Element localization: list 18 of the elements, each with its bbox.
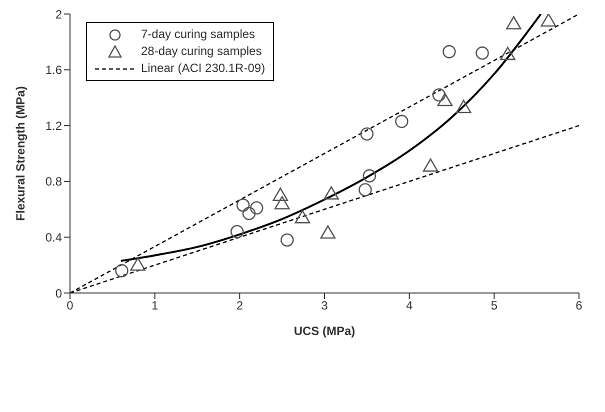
legend-label: 28-day curing samples xyxy=(141,43,262,60)
y-tick-label: 1.6 xyxy=(45,63,62,78)
x-tick-label: 1 xyxy=(151,298,158,313)
legend-label: Linear (ACI 230.1R-09) xyxy=(141,60,266,77)
y-tick-label: 2 xyxy=(55,7,62,22)
x-tick-label: 2 xyxy=(236,298,244,313)
x-axis-title: UCS (MPa) xyxy=(294,324,356,338)
x-tick-label: 6 xyxy=(576,298,583,313)
y-tick-label: 0 xyxy=(55,286,62,300)
y-axis-title: Flexural Strength (MPa) xyxy=(13,86,28,221)
x-tick-label: 4 xyxy=(406,298,413,313)
x-tick-label: 5 xyxy=(490,298,498,313)
y-tick-label: 0.8 xyxy=(45,174,62,189)
x-tick-label: 3 xyxy=(321,298,328,313)
x-tick-label: 0 xyxy=(66,298,74,313)
y-tick-label: 0.4 xyxy=(45,230,62,244)
y-tick-label: 1.2 xyxy=(45,118,62,133)
legend-label: 7-day curing samples xyxy=(141,26,256,43)
